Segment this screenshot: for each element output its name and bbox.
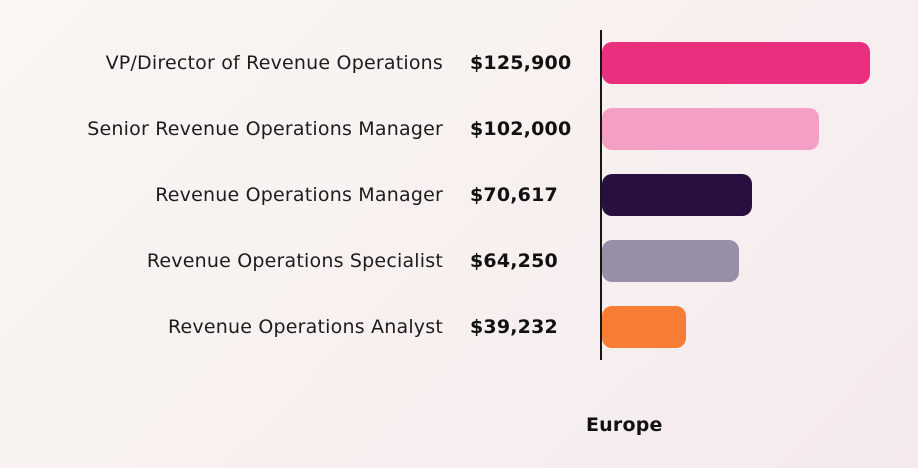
value-label: $102,000 (470, 118, 572, 140)
value-label: $125,900 (470, 52, 572, 74)
category-label: Revenue Operations Specialist (146, 250, 443, 272)
value-label: $64,250 (470, 250, 558, 272)
bar-track (600, 228, 888, 294)
salary-bar-chart: VP/Director of Revenue Operations $125,9… (30, 30, 888, 360)
bar-track (600, 30, 888, 96)
value-label: $39,232 (470, 316, 558, 338)
bar-track (600, 162, 888, 228)
bar-track (600, 96, 888, 162)
category-label: Senior Revenue Operations Manager (87, 118, 443, 140)
category-label: Revenue Operations Manager (155, 184, 443, 206)
bar (602, 108, 820, 150)
bar-track (600, 294, 888, 360)
bar (602, 306, 686, 348)
bar (602, 42, 870, 84)
bar (602, 240, 739, 282)
value-label: $70,617 (470, 184, 558, 206)
group-label: Europe (586, 414, 663, 436)
category-label: Revenue Operations Analyst (167, 316, 443, 338)
category-label: VP/Director of Revenue Operations (105, 52, 443, 74)
bar (602, 174, 753, 216)
